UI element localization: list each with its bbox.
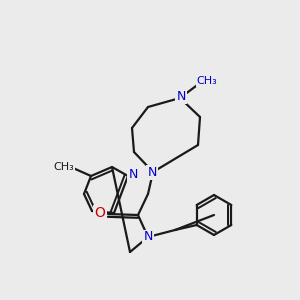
Text: N: N [143, 230, 153, 244]
Text: N: N [128, 169, 138, 182]
Text: N: N [147, 166, 157, 178]
Text: N: N [176, 89, 186, 103]
Text: O: O [94, 206, 105, 220]
Text: CH₃: CH₃ [196, 76, 218, 86]
Text: CH₃: CH₃ [54, 162, 74, 172]
